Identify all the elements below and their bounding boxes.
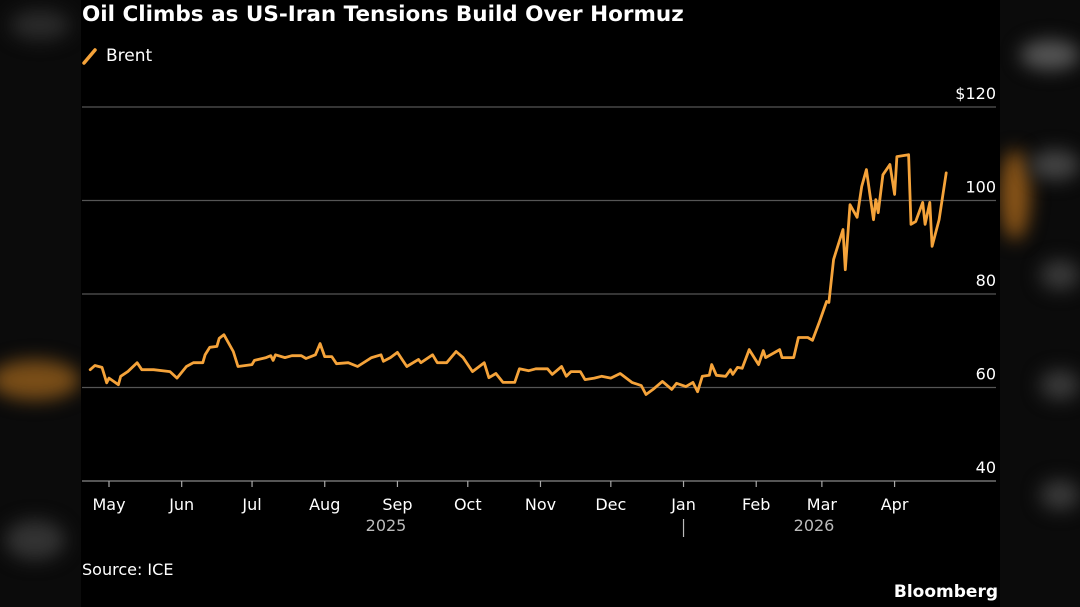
y-tick-label: 60 <box>976 365 996 384</box>
y-tick-label: 40 <box>976 458 996 477</box>
legend-label-brent: Brent <box>106 46 153 66</box>
x-tick-label: Aug <box>309 495 340 514</box>
blur-blob <box>1030 150 1080 180</box>
legend-swatch-icon <box>82 48 97 65</box>
x-tick-label: Jul <box>241 495 261 514</box>
chart-title: Oil Climbs as US-Iran Tensions Build Ove… <box>82 2 684 27</box>
x-tick-label: May <box>92 495 125 514</box>
source-note: Source: ICE <box>82 560 174 579</box>
x-tick-label: Dec <box>595 495 626 514</box>
chart-panel <box>81 0 1000 607</box>
x-tick-label: Jun <box>168 495 194 514</box>
year-label: 2026 <box>794 516 835 535</box>
bloomberg-logo: Bloomberg <box>893 582 998 602</box>
x-tick-label: Oct <box>454 495 482 514</box>
x-tick-label: Sep <box>382 495 412 514</box>
blur-blob <box>10 10 70 40</box>
blur-blob <box>0 360 80 400</box>
y-tick-label: 80 <box>976 271 996 290</box>
year-label: 2025 <box>366 516 407 535</box>
blur-blob <box>1000 150 1030 240</box>
x-tick-label: Nov <box>525 495 556 514</box>
series-line-brent <box>88 153 948 396</box>
y-tick-label: 100 <box>965 178 996 197</box>
x-tick-label: Apr <box>881 495 909 514</box>
y-tick-label: $120 <box>955 84 996 103</box>
blur-blob <box>1040 370 1080 400</box>
blurred-left-margin <box>0 0 81 607</box>
blur-blob <box>1040 480 1080 510</box>
x-tick-label: Mar <box>807 495 838 514</box>
blur-blob <box>5 520 65 560</box>
legend: Brent <box>82 46 152 66</box>
blurred-right-margin <box>1000 0 1080 607</box>
blur-blob <box>1020 40 1080 70</box>
x-tick-label: Jan <box>670 495 696 514</box>
x-tick-label: Feb <box>742 495 770 514</box>
blur-blob <box>1040 260 1080 290</box>
